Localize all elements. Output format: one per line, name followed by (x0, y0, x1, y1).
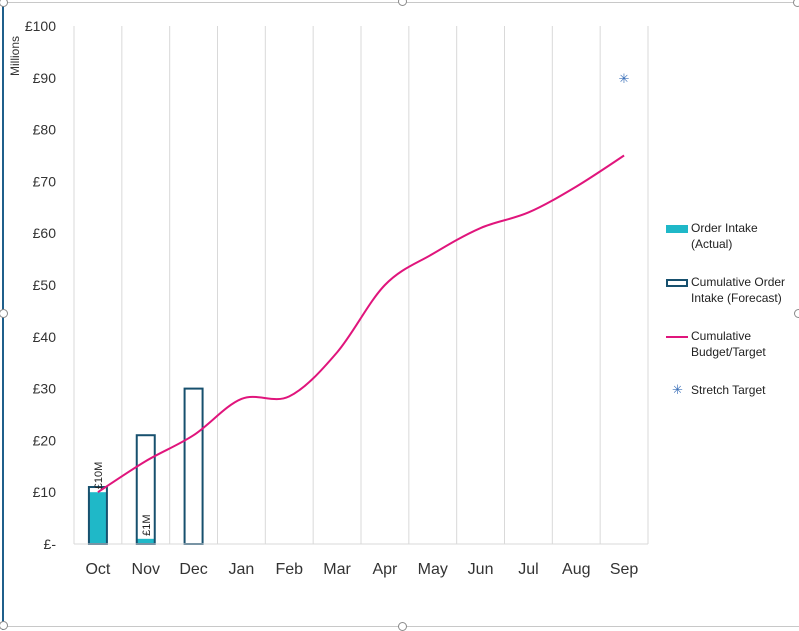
legend-item-forecast: Cumulative Order Intake (Forecast) (664, 274, 794, 328)
x-tick-label: Sep (610, 561, 639, 578)
y-tick-label: £30 (33, 381, 57, 397)
stretch-target-marker: ✳ (619, 72, 630, 87)
x-tick-label: Jul (518, 561, 538, 578)
bar-actual (88, 492, 107, 544)
y-tick-label: £60 (33, 225, 57, 241)
x-tick-label: Mar (323, 561, 351, 578)
y-tick-label: £70 (33, 173, 57, 189)
y-tick-label: £20 (33, 432, 57, 448)
legend-swatch-outline (666, 279, 688, 287)
x-tick-label: Oct (85, 561, 110, 578)
y-tick-label: £80 (33, 122, 57, 138)
legend-label: Order Intake (Actual) (691, 221, 758, 251)
resize-handle-top-left[interactable] (0, 0, 8, 7)
legend-label: Stretch Target (691, 383, 766, 397)
y-tick-label: £50 (33, 277, 57, 293)
x-tick-label: Aug (562, 561, 590, 578)
x-tick-label: Feb (275, 561, 303, 578)
legend-swatch-marker: ✳ (672, 382, 683, 397)
y-tick-label: £40 (33, 329, 57, 345)
budget-target-line (97, 154, 625, 494)
legend-swatch-line (666, 336, 688, 338)
legend-label: Cumulative Budget/Target (691, 329, 766, 359)
x-tick-label: Jun (468, 561, 494, 578)
x-tick-label: Dec (179, 561, 207, 578)
data-label: £1M (141, 514, 153, 535)
resize-handle-top-right[interactable] (793, 0, 799, 7)
data-label: £10M (93, 462, 105, 490)
legend-swatch-fill (666, 225, 688, 233)
x-tick-label: May (418, 561, 448, 578)
y-tick-label: £- (44, 536, 57, 552)
legend-item-budget: Cumulative Budget/Target (664, 328, 794, 382)
bar-forecast (183, 387, 204, 545)
legend-item-actual: Order Intake (Actual) (664, 220, 794, 274)
y-tick-label: £100 (25, 18, 56, 34)
x-tick-label: Nov (132, 561, 160, 578)
y-axis-label: Millions (8, 36, 22, 76)
chart-legend: Order Intake (Actual) Cumulative Order I… (664, 220, 794, 436)
y-tick-label: £10 (33, 484, 57, 500)
bar-actual (136, 538, 155, 544)
resize-handle-left[interactable] (0, 309, 8, 318)
x-tick-label: Jan (229, 561, 255, 578)
resize-handle-right[interactable] (794, 309, 799, 318)
legend-item-stretch: ✳ Stretch Target (664, 382, 794, 436)
x-tick-label: Apr (372, 561, 398, 578)
y-tick-label: £90 (33, 70, 57, 86)
resize-handle-top[interactable] (398, 0, 407, 6)
legend-label: Cumulative Order Intake (Forecast) (691, 275, 786, 305)
